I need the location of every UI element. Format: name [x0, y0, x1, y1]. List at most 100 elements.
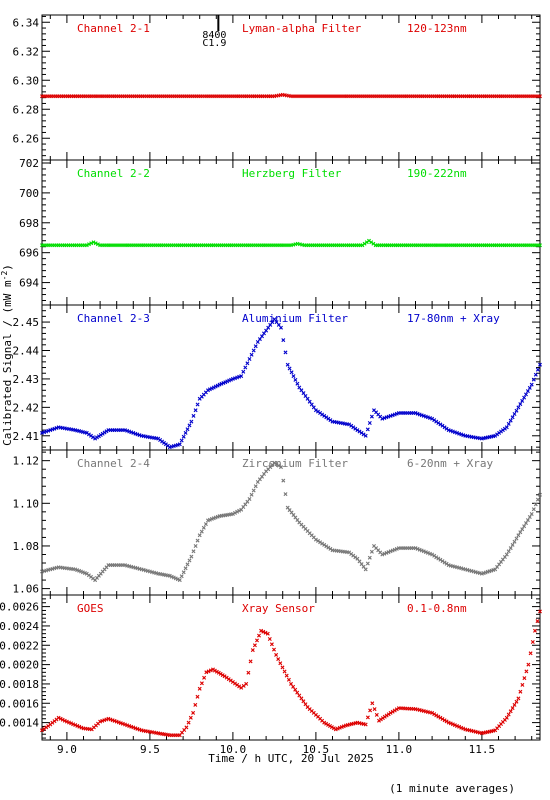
- data-point: [282, 669, 287, 674]
- data-point: [284, 673, 289, 678]
- data-point: [183, 430, 188, 435]
- y-tick-label: 6.26: [13, 132, 40, 145]
- data-point: [249, 352, 254, 357]
- panel-band: 0.1-0.8nm: [407, 602, 467, 615]
- data-point: [259, 628, 264, 633]
- data-point: [367, 555, 372, 560]
- data-point: [220, 673, 225, 678]
- data-point: [185, 427, 190, 432]
- data-point: [274, 652, 279, 657]
- data-point: [326, 722, 331, 727]
- panel-frame: [41, 304, 541, 451]
- data-point: [289, 681, 293, 686]
- data-point: [533, 372, 538, 377]
- data-point: [365, 427, 370, 432]
- data-point: [279, 325, 283, 330]
- data-point: [322, 542, 327, 547]
- data-point: [526, 662, 531, 667]
- data-point: [394, 707, 399, 712]
- data-point: [250, 648, 255, 653]
- data-point: [279, 465, 283, 470]
- data-point: [189, 554, 194, 559]
- data-point: [444, 719, 449, 724]
- y-tick-label: 700: [19, 187, 39, 200]
- data-point: [522, 676, 527, 681]
- data-point: [237, 508, 242, 513]
- y-tick-label: 1.12: [13, 455, 40, 468]
- panel-3: 2.41 2.42 2.43 2.44 2.45 Channel 2-3 Aluminium…: [13, 304, 542, 451]
- data-point: [276, 657, 281, 662]
- data-point: [214, 669, 219, 674]
- data-point: [309, 402, 314, 407]
- data-point: [508, 418, 513, 423]
- data-point: [255, 340, 260, 344]
- flare-marker-id: 8400: [202, 30, 226, 41]
- data-point: [183, 566, 188, 571]
- data-point: [452, 723, 457, 728]
- data-point: [538, 94, 542, 99]
- data-point: [248, 659, 253, 664]
- data-point: [530, 640, 535, 644]
- data-point: [257, 633, 261, 638]
- data-point: [64, 719, 69, 724]
- data-point: [365, 561, 370, 566]
- data-point: [518, 530, 523, 535]
- data-point: [305, 396, 310, 401]
- data-point: [208, 668, 213, 673]
- data-point: [247, 357, 252, 361]
- data-point: [518, 402, 523, 407]
- data-point: [442, 718, 447, 723]
- data-point: [524, 669, 529, 674]
- data-point: [363, 433, 368, 438]
- data-point: [504, 715, 509, 720]
- data-point: [522, 395, 527, 400]
- data-point: [457, 724, 462, 729]
- data-point: [197, 686, 202, 691]
- data-point: [508, 546, 513, 551]
- data-point: [535, 367, 540, 372]
- data-point: [538, 243, 542, 248]
- data-point: [246, 670, 251, 675]
- data-point: [369, 549, 374, 554]
- data-point: [371, 241, 376, 246]
- data-point: [328, 546, 333, 551]
- data-point: [243, 365, 248, 370]
- data-point: [245, 361, 250, 366]
- data-point: [193, 408, 198, 413]
- data-point: [187, 558, 192, 563]
- data-point: [510, 706, 515, 711]
- data-point: [527, 515, 532, 519]
- data-point: [199, 681, 204, 686]
- data-series: [40, 238, 542, 248]
- data-point: [281, 338, 286, 343]
- data-point: [293, 687, 298, 692]
- panel-filter: Aluminium Filter: [242, 312, 348, 325]
- data-point: [181, 570, 186, 575]
- data-point: [186, 720, 191, 725]
- data-point: [188, 715, 193, 720]
- panel-frame: [41, 14, 541, 161]
- data-point: [363, 567, 368, 572]
- data-point: [272, 460, 277, 465]
- data-point: [179, 574, 184, 579]
- y-tick-label: 696: [19, 247, 39, 260]
- panel-band: 190-222nm: [407, 167, 467, 180]
- panel-channel: Channel 2-2: [77, 167, 150, 180]
- y-tick-label: 1.10: [13, 497, 40, 510]
- data-point: [307, 399, 312, 404]
- data-point: [283, 350, 288, 355]
- data-point: [185, 562, 190, 567]
- data-point: [261, 629, 266, 634]
- data-point: [77, 724, 82, 729]
- data-point: [516, 533, 521, 538]
- data-point: [510, 415, 515, 420]
- data-point: [301, 391, 306, 396]
- data-point: [508, 709, 513, 714]
- panel-filter: Xray Sensor: [242, 602, 315, 615]
- data-point: [522, 524, 527, 529]
- data-point: [320, 541, 325, 546]
- data-point: [230, 512, 235, 516]
- data-point: [436, 556, 441, 561]
- data-point: [524, 392, 528, 397]
